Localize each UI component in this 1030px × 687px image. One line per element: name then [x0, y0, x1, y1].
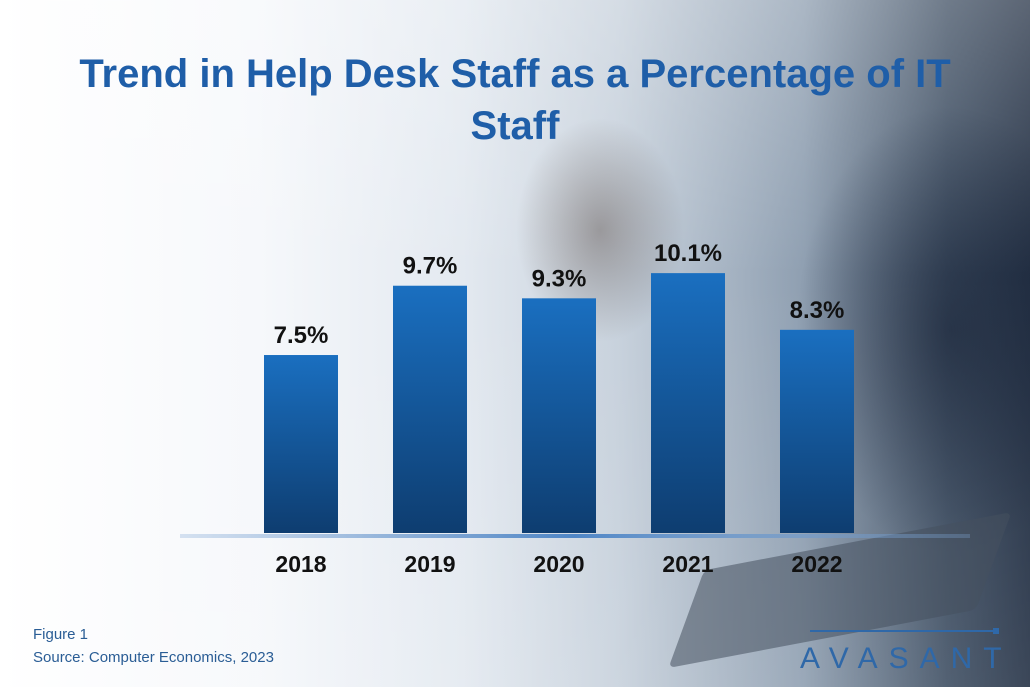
bar-2021 — [651, 273, 725, 533]
bar-2022 — [780, 329, 854, 533]
footer: Figure 1 Source: Computer Economics, 202… — [33, 623, 274, 669]
source-label: Source: Computer Economics, 2023 — [33, 649, 274, 666]
figure-label: Figure 1 — [33, 626, 89, 643]
data-label: 10.1% — [654, 240, 722, 267]
x-tick-label: 2020 — [533, 551, 584, 577]
bar-2020 — [522, 298, 596, 533]
x-tick-label: 2018 — [275, 551, 326, 577]
data-label: 9.3% — [532, 265, 587, 292]
logo-line — [810, 628, 999, 634]
x-tick-label: 2019 — [404, 551, 455, 577]
bar-2018 — [264, 355, 338, 533]
data-label: 7.5% — [274, 322, 329, 349]
avasant-logo: AVASANT — [800, 628, 1013, 676]
data-label: 9.7% — [403, 253, 458, 280]
data-label: 8.3% — [790, 297, 845, 324]
bar-2019 — [393, 285, 467, 533]
x-axis-line — [180, 534, 970, 538]
logo-text: AVASANT — [800, 642, 1013, 675]
chart-title: Trend in Help Desk Staff as a Percentage… — [79, 52, 951, 148]
x-tick-label: 2021 — [662, 551, 713, 577]
x-tick-label: 2022 — [791, 551, 842, 577]
